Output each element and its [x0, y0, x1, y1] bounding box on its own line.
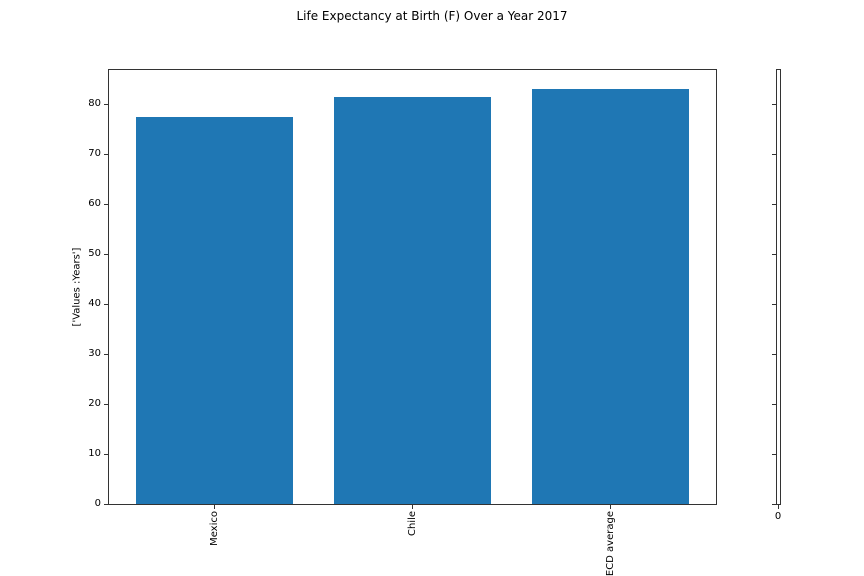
- bar-mexico: [136, 117, 293, 504]
- y-tick-label: 10: [88, 448, 101, 459]
- y-tick-label: 40: [88, 298, 101, 309]
- secondary-y-tick: [772, 404, 776, 405]
- y-tick: [104, 354, 108, 355]
- x-tick: [214, 505, 215, 509]
- secondary-y-tick: [772, 104, 776, 105]
- y-tick-label: 80: [88, 98, 101, 109]
- y-tick-label: 50: [88, 248, 101, 259]
- y-tick: [104, 104, 108, 105]
- secondary-y-tick: [772, 304, 776, 305]
- secondary-y-tick: [772, 354, 776, 355]
- secondary-plot-area: [776, 69, 781, 505]
- x-tick-label: Mexico: [209, 511, 220, 546]
- y-tick: [104, 254, 108, 255]
- y-tick: [104, 454, 108, 455]
- y-tick: [104, 204, 108, 205]
- main-plot-area: [108, 69, 717, 505]
- x-tick-label: Chile: [407, 511, 418, 537]
- x-tick: [610, 505, 611, 509]
- y-tick: [104, 504, 108, 505]
- bar-oecd-average: [532, 89, 689, 504]
- secondary-y-tick: [772, 204, 776, 205]
- y-tick: [104, 404, 108, 405]
- secondary-y-tick: [772, 254, 776, 255]
- y-tick-label: 0: [94, 498, 101, 509]
- y-tick: [104, 304, 108, 305]
- y-tick: [104, 154, 108, 155]
- secondary-y-tick: [772, 504, 776, 505]
- y-tick-label: 60: [88, 198, 101, 209]
- secondary-x-tick-label: 0: [774, 511, 782, 522]
- y-tick-label: 20: [88, 398, 101, 409]
- x-tick-label: OECD average: [605, 511, 616, 576]
- secondary-y-tick: [772, 154, 776, 155]
- y-tick-label: 30: [88, 348, 101, 359]
- x-tick: [412, 505, 413, 509]
- bar-chile: [334, 97, 491, 504]
- secondary-y-tick: [772, 454, 776, 455]
- y-tick-label: 70: [88, 148, 101, 159]
- chart-title: Life Expectancy at Birth (F) Over a Year…: [296, 9, 568, 23]
- secondary-x-tick: [778, 505, 779, 509]
